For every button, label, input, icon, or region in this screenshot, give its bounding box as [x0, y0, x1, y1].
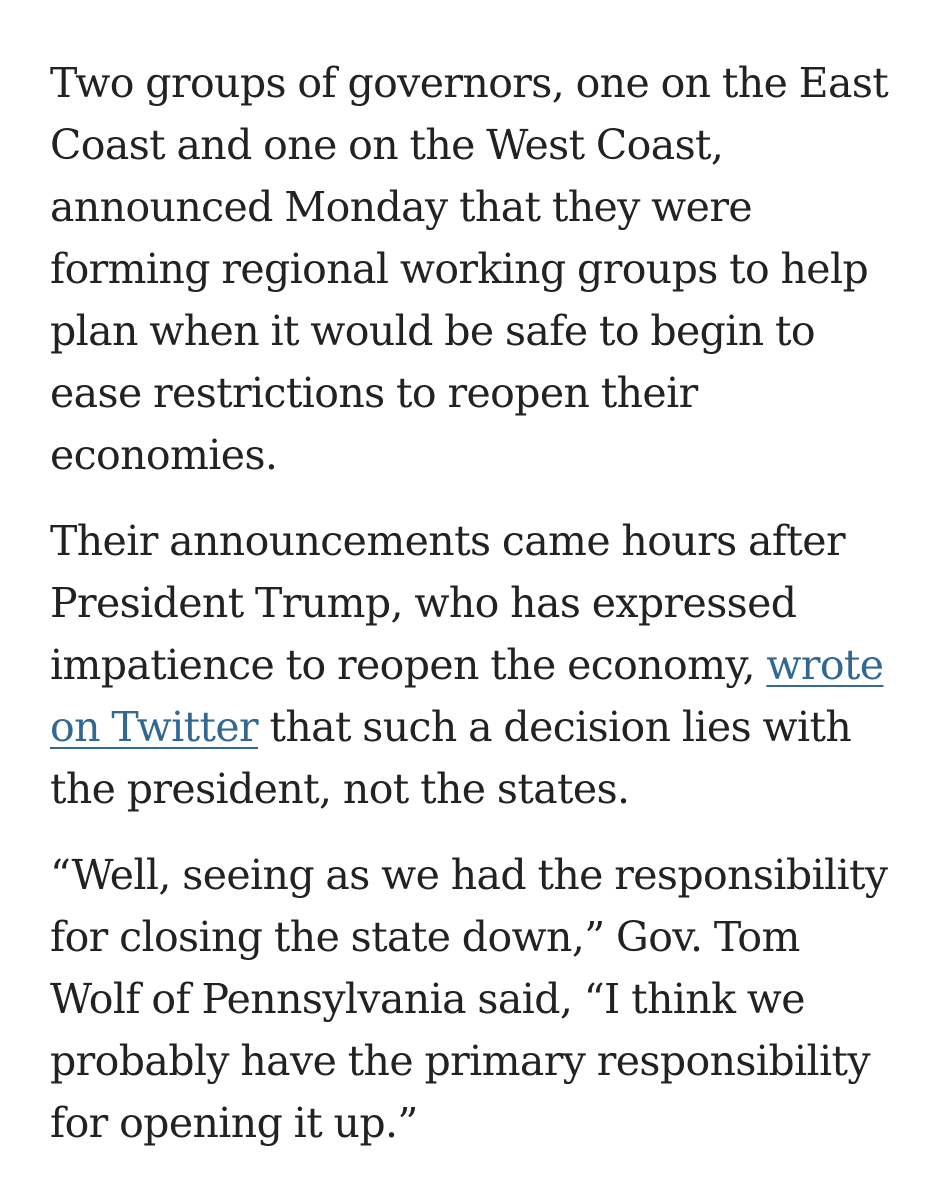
paragraph-governors-working-groups: Two groups of governors, one on the East… — [50, 52, 899, 486]
text-line: economies. — [50, 431, 278, 479]
text-line: Their announcements came hours after — [50, 517, 846, 565]
text-line: forming regional working groups to help — [50, 245, 869, 293]
text-line: Coast and one on the West Coast, — [50, 121, 724, 169]
twitter-link-part1[interactable]: wrote — [766, 641, 884, 689]
text-line: the president, not the states. — [50, 765, 630, 813]
text-line: for opening it up.” — [50, 1099, 418, 1147]
twitter-link-part2[interactable]: on Twitter — [50, 703, 259, 751]
text-fragment: impatience to reopen the economy, — [50, 641, 767, 689]
text-line: Two groups of governors, one on the East — [50, 59, 889, 107]
text-fragment: that such a decision lies with — [258, 703, 852, 751]
text-line: plan when it would be safe to begin to — [50, 307, 816, 355]
text-line: for closing the state down,” Gov. Tom — [50, 913, 800, 961]
text-line: President Trump, who has expressed — [50, 579, 797, 627]
paragraph-wolf-quote: “Well, seeing as we had the responsibili… — [50, 844, 899, 1154]
text-line: probably have the primary responsibility — [50, 1037, 871, 1085]
text-line: Wolf of Pennsylvania said, “I think we — [50, 975, 806, 1023]
text-line: announced Monday that they were — [50, 183, 753, 231]
paragraph-trump-twitter: Their announcements came hours after Pre… — [50, 510, 899, 820]
text-line: ease restrictions to reopen their — [50, 369, 698, 417]
text-line: “Well, seeing as we had the responsibili… — [50, 851, 888, 899]
text-line-with-link: impatience to reopen the economy, wrote — [50, 634, 899, 696]
text-line-with-link: on Twitter that such a decision lies wit… — [50, 696, 899, 758]
